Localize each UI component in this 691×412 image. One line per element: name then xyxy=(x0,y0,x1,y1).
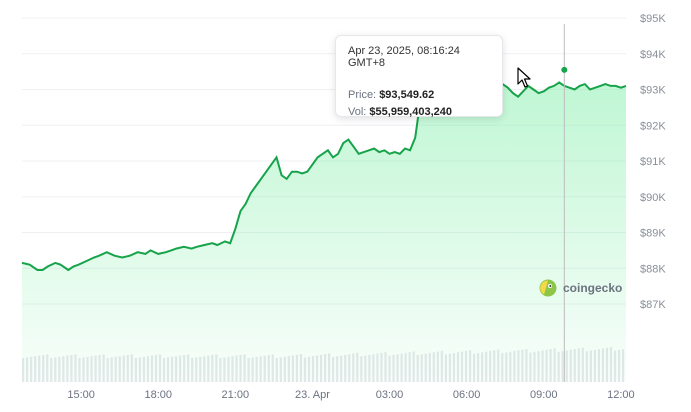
price-area xyxy=(22,68,626,382)
x-tick-label: 18:00 xyxy=(144,389,172,401)
tooltip-price-row: Price: $93,549.62 xyxy=(348,87,490,104)
y-tick-label: $87K xyxy=(640,299,666,311)
y-tick-label: $93K xyxy=(640,85,666,97)
price-line[interactable] xyxy=(21,66,627,272)
tooltip-vol-row: Vol: $55,959,403,240 xyxy=(348,104,490,121)
y-tick-label: $92K xyxy=(640,120,666,132)
price-tooltip: Apr 23, 2025, 08:16:24 GMT+8 Price: $93,… xyxy=(335,35,503,118)
y-tick-label: $90K xyxy=(640,192,666,204)
coingecko-watermark: coingecko xyxy=(539,279,622,297)
y-tick-label: $95K xyxy=(640,13,666,25)
x-tick-label: 23. Apr xyxy=(295,389,330,401)
y-tick-label: $91K xyxy=(640,156,666,168)
x-tick-label: 06:00 xyxy=(453,389,481,401)
x-tick-label: 09:00 xyxy=(530,389,558,401)
x-tick-label: 21:00 xyxy=(222,389,250,401)
y-tick-label: $89K xyxy=(640,228,666,240)
tooltip-price-value: $93,549.62 xyxy=(379,89,435,101)
y-tick-label: $94K xyxy=(640,49,666,61)
y-axis: $95K $94K $93K $92K $91K $90K $89K $88K $87K xyxy=(640,13,666,311)
gecko-logo-icon xyxy=(539,279,557,297)
coingecko-brand-text: coingecko xyxy=(563,281,623,295)
x-tick-label: 12:00 xyxy=(607,389,635,401)
x-tick-label: 15:00 xyxy=(67,389,95,401)
hover-point xyxy=(561,66,568,73)
tooltip-date: Apr 23, 2025, 08:16:24 GMT+8 xyxy=(348,45,460,69)
tooltip-vol-value: $55,959,403,240 xyxy=(369,106,453,118)
x-axis: 15:00 18:00 21:00 23. Apr 03:00 06:00 09:00 12:… xyxy=(67,389,634,401)
tooltip-price-label: Price: xyxy=(348,89,377,101)
y-tick-label: $88K xyxy=(640,263,666,275)
mouse-pointer-icon xyxy=(517,67,531,88)
x-tick-label: 03:00 xyxy=(376,389,404,401)
tooltip-vol-label: Vol: xyxy=(348,106,367,118)
